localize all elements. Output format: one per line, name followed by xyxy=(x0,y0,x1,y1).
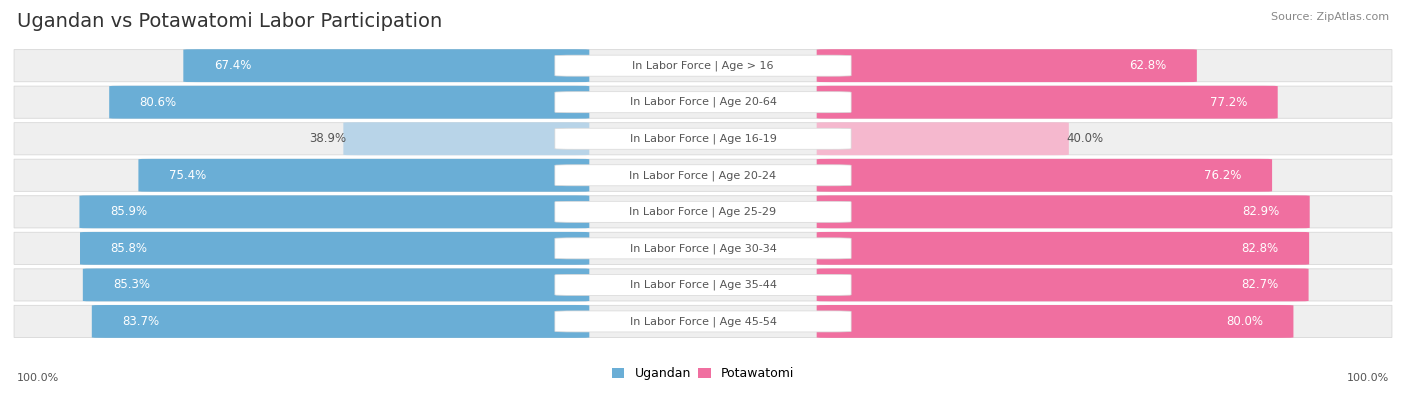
Text: 100.0%: 100.0% xyxy=(17,373,59,383)
FancyBboxPatch shape xyxy=(555,128,851,149)
Text: 80.0%: 80.0% xyxy=(1226,315,1263,328)
FancyBboxPatch shape xyxy=(555,201,851,222)
FancyBboxPatch shape xyxy=(138,159,589,192)
FancyBboxPatch shape xyxy=(14,50,1392,82)
Text: In Labor Force | Age > 16: In Labor Force | Age > 16 xyxy=(633,60,773,71)
FancyBboxPatch shape xyxy=(555,275,851,295)
FancyBboxPatch shape xyxy=(817,232,1309,265)
Text: 77.2%: 77.2% xyxy=(1211,96,1247,109)
FancyBboxPatch shape xyxy=(14,305,1392,337)
Text: In Labor Force | Age 20-64: In Labor Force | Age 20-64 xyxy=(630,97,776,107)
Text: 76.2%: 76.2% xyxy=(1205,169,1241,182)
FancyBboxPatch shape xyxy=(91,305,589,338)
Text: Source: ZipAtlas.com: Source: ZipAtlas.com xyxy=(1271,12,1389,22)
FancyBboxPatch shape xyxy=(817,86,1278,118)
FancyBboxPatch shape xyxy=(14,86,1392,118)
FancyBboxPatch shape xyxy=(817,196,1310,228)
Text: In Labor Force | Age 16-19: In Labor Force | Age 16-19 xyxy=(630,134,776,144)
FancyBboxPatch shape xyxy=(14,159,1392,191)
FancyBboxPatch shape xyxy=(817,49,1197,82)
Text: In Labor Force | Age 35-44: In Labor Force | Age 35-44 xyxy=(630,280,776,290)
FancyBboxPatch shape xyxy=(817,159,1272,192)
Text: 85.3%: 85.3% xyxy=(112,278,150,292)
Text: In Labor Force | Age 45-54: In Labor Force | Age 45-54 xyxy=(630,316,776,327)
Text: 85.9%: 85.9% xyxy=(110,205,146,218)
Text: In Labor Force | Age 20-24: In Labor Force | Age 20-24 xyxy=(630,170,776,181)
Text: Ugandan vs Potawatomi Labor Participation: Ugandan vs Potawatomi Labor Participatio… xyxy=(17,12,441,31)
Text: 82.7%: 82.7% xyxy=(1241,278,1278,292)
FancyBboxPatch shape xyxy=(110,86,589,118)
Text: 75.4%: 75.4% xyxy=(169,169,205,182)
Text: In Labor Force | Age 25-29: In Labor Force | Age 25-29 xyxy=(630,207,776,217)
Text: In Labor Force | Age 30-34: In Labor Force | Age 30-34 xyxy=(630,243,776,254)
Text: 85.8%: 85.8% xyxy=(110,242,148,255)
FancyBboxPatch shape xyxy=(817,305,1294,338)
FancyBboxPatch shape xyxy=(555,92,851,113)
FancyBboxPatch shape xyxy=(80,232,589,265)
Text: 100.0%: 100.0% xyxy=(1347,373,1389,383)
FancyBboxPatch shape xyxy=(343,122,589,155)
FancyBboxPatch shape xyxy=(83,269,589,301)
Text: 67.4%: 67.4% xyxy=(214,59,252,72)
Legend: Ugandan, Potawatomi: Ugandan, Potawatomi xyxy=(612,367,794,380)
FancyBboxPatch shape xyxy=(817,269,1309,301)
FancyBboxPatch shape xyxy=(14,232,1392,264)
Text: 82.9%: 82.9% xyxy=(1241,205,1279,218)
FancyBboxPatch shape xyxy=(555,165,851,186)
Text: 62.8%: 62.8% xyxy=(1129,59,1167,72)
Text: 82.8%: 82.8% xyxy=(1241,242,1279,255)
FancyBboxPatch shape xyxy=(14,196,1392,228)
FancyBboxPatch shape xyxy=(817,122,1069,155)
Text: 40.0%: 40.0% xyxy=(1066,132,1104,145)
Text: 80.6%: 80.6% xyxy=(139,96,177,109)
Text: 38.9%: 38.9% xyxy=(309,132,346,145)
FancyBboxPatch shape xyxy=(555,311,851,332)
FancyBboxPatch shape xyxy=(14,123,1392,155)
FancyBboxPatch shape xyxy=(80,196,589,228)
FancyBboxPatch shape xyxy=(555,238,851,259)
FancyBboxPatch shape xyxy=(555,55,851,76)
Text: 83.7%: 83.7% xyxy=(122,315,159,328)
FancyBboxPatch shape xyxy=(183,49,589,82)
FancyBboxPatch shape xyxy=(14,269,1392,301)
